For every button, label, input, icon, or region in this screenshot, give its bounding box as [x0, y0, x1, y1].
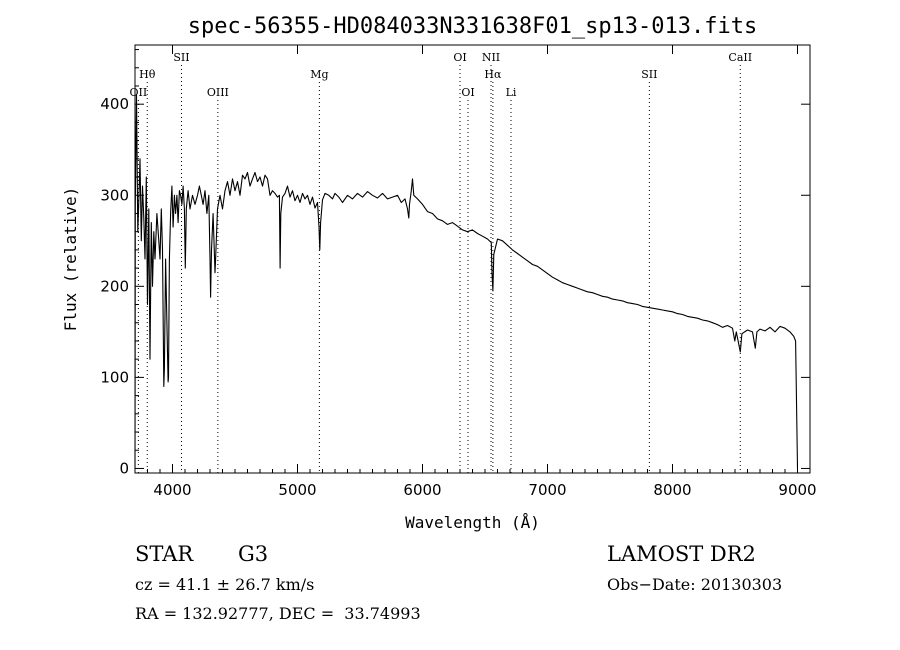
spectral-line-label: OI [461, 86, 474, 99]
observation-date: Obs−Date: 20130303 [607, 575, 783, 594]
x-axis-label: Wavelength (Å) [405, 513, 540, 532]
spectral-line-label: SII [173, 51, 189, 64]
spectrum-line [134, 94, 799, 469]
x-tick-label: 8000 [653, 481, 691, 499]
plot-frame [134, 44, 811, 474]
spectral-line-label: Hα [484, 68, 502, 81]
y-tick-label: 400 [100, 95, 129, 113]
spectral-line-label: OII [130, 86, 148, 99]
spectral-line-label: OIII [207, 86, 229, 99]
survey-release: LAMOST DR2 [607, 542, 756, 566]
spectral-line-label: Li [506, 86, 517, 99]
object-class: STAR [135, 542, 194, 566]
spectral-line-label: Hθ [139, 68, 156, 81]
redshift-velocity: cz = 41.1 ± 26.7 km/s [135, 575, 315, 594]
spectral-line-label: OI [453, 51, 466, 64]
spectral-line-label: SII [641, 68, 657, 81]
chart-title: spec-56355-HD084033N331638F01_sp13-013.f… [188, 14, 758, 39]
spectral-line-label: CaII [728, 51, 752, 64]
object-subclass: G3 [238, 542, 269, 566]
x-tick-label: 4000 [153, 481, 191, 499]
x-tick-label: 6000 [403, 481, 441, 499]
spectral-line-label: NII [482, 51, 500, 64]
spectral-line-label: Mg [310, 68, 328, 81]
y-tick-label: 0 [119, 459, 129, 477]
y-axis-label: Flux (relative) [61, 187, 80, 332]
y-tick-label: 200 [100, 277, 129, 295]
x-tick-label: 9000 [778, 481, 816, 499]
x-tick-label: 7000 [528, 481, 566, 499]
x-tick-label: 5000 [278, 481, 316, 499]
y-tick-label: 300 [100, 186, 129, 204]
sky-coordinates: RA = 132.92777, DEC = 33.74993 [135, 604, 421, 623]
y-tick-label: 100 [100, 368, 129, 386]
